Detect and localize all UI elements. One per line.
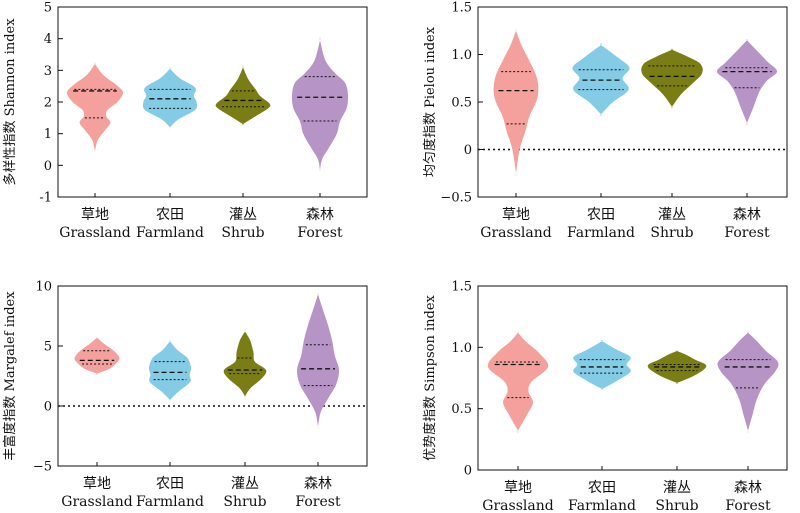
y-tick-label: 2 xyxy=(44,96,52,111)
x-category-label-en: Shrub xyxy=(221,225,264,241)
x-category-label-en: Farmland xyxy=(136,494,204,510)
x-category-label-zh: 草地 xyxy=(83,476,111,492)
y-tick-label: 4 xyxy=(44,32,52,47)
y-axis-title: 均匀度指数 Pielou index xyxy=(422,26,438,177)
y-tick-label: 5 xyxy=(44,1,52,16)
y-tick-label: −0.5 xyxy=(440,191,472,206)
panel-1: -1 0 1 2 3 4 5 草地 Grassland 农田 Farmland 灌丛 Shrub 森林 Fo… xyxy=(2,1,368,241)
x-category-label-zh: 草地 xyxy=(81,207,109,223)
x-category-label-zh: 灌丛 xyxy=(231,476,259,492)
plot-frame xyxy=(477,285,788,471)
y-tick-label: 0 xyxy=(464,143,472,158)
violin-grassland xyxy=(74,336,120,375)
x-category-label-en: Shrub xyxy=(650,225,693,241)
violin-grassland xyxy=(487,331,549,433)
x-category-label-en: Shrub xyxy=(223,494,266,510)
y-tick-label: 1.5 xyxy=(451,280,472,295)
violin-forest xyxy=(291,37,349,172)
y-tick-label: 3 xyxy=(44,64,52,79)
violin-farmland xyxy=(142,67,198,129)
x-category-label-en: Farmland xyxy=(567,225,635,241)
violin-forest xyxy=(717,331,779,433)
violin-shrub xyxy=(215,65,271,126)
y-tick-label: 0 xyxy=(44,400,52,415)
x-category-label-en: Shrub xyxy=(655,498,698,513)
violin-grassland xyxy=(493,29,539,177)
x-category-label-en: Forest xyxy=(297,225,343,241)
violin-shrub xyxy=(641,48,703,109)
violin-grassland xyxy=(66,62,124,153)
x-category-label-zh: 草地 xyxy=(502,207,530,223)
y-axis-title: 丰富度指数 Margalef index xyxy=(2,291,18,461)
x-category-label-zh: 农田 xyxy=(587,207,615,223)
x-category-label-en: Forest xyxy=(724,225,770,241)
violin-forest xyxy=(296,292,340,429)
x-category-label-zh: 农田 xyxy=(588,480,616,496)
y-tick-label: 10 xyxy=(35,280,52,295)
x-category-label-en: Forest xyxy=(295,494,341,510)
x-category-label-en: Grassland xyxy=(480,225,551,241)
y-axis-title: 多样性指数 Shannon index xyxy=(2,18,18,186)
plot-frame xyxy=(57,285,368,467)
violin-farmland xyxy=(148,340,192,402)
y-tick-label: 0.5 xyxy=(451,96,472,111)
x-category-label-en: Farmland xyxy=(568,498,636,513)
panel-4: 0 0.5 1.0 1.5 草地 Grassland 农田 Farmland 灌丛 Shrub 森林… xyxy=(422,280,788,513)
x-category-label-en: Grassland xyxy=(59,225,130,241)
x-category-label-zh: 森林 xyxy=(733,207,761,223)
x-category-label-en: Grassland xyxy=(482,498,553,513)
x-category-label-zh: 灌丛 xyxy=(658,207,686,223)
violin-shrub xyxy=(647,350,707,384)
y-tick-label: -1 xyxy=(39,191,52,206)
panel-2: −0.5 0 0.5 1.0 1.5 草地 Grassland 农田 Farmland 灌丛 Shr… xyxy=(422,1,788,241)
y-tick-label: 1 xyxy=(44,127,52,142)
x-category-label-zh: 灌丛 xyxy=(229,207,257,223)
violin-shrub xyxy=(223,330,267,398)
x-category-label-zh: 森林 xyxy=(304,476,332,492)
y-axis-title: 优势度指数 Simpson index xyxy=(422,294,438,460)
panel-3: −5 0 5 10 草地 Grassland 农田 Farmland 灌丛 Shrub 森林 Fore… xyxy=(2,280,368,510)
x-category-label-en: Grassland xyxy=(61,494,132,510)
x-category-label-zh: 草地 xyxy=(504,480,532,496)
x-category-label-zh: 森林 xyxy=(734,480,762,496)
y-tick-label: −5 xyxy=(33,460,52,475)
x-category-label-en: Farmland xyxy=(136,225,204,241)
y-tick-label: 0 xyxy=(44,159,52,174)
x-category-label-zh: 农田 xyxy=(156,207,184,223)
x-category-label-zh: 森林 xyxy=(306,207,334,223)
y-tick-label: 1.0 xyxy=(451,48,472,63)
violin-forest xyxy=(716,39,778,125)
y-tick-label: 0 xyxy=(464,464,472,479)
x-category-label-zh: 农田 xyxy=(156,476,184,492)
y-tick-label: 1.0 xyxy=(451,341,472,356)
x-category-label-zh: 灌丛 xyxy=(663,480,691,496)
y-tick-label: 5 xyxy=(44,340,52,355)
y-tick-label: 0.5 xyxy=(451,402,472,417)
x-category-label-en: Forest xyxy=(725,498,771,513)
violin-farmland xyxy=(573,340,631,390)
y-tick-label: 1.5 xyxy=(451,1,472,16)
